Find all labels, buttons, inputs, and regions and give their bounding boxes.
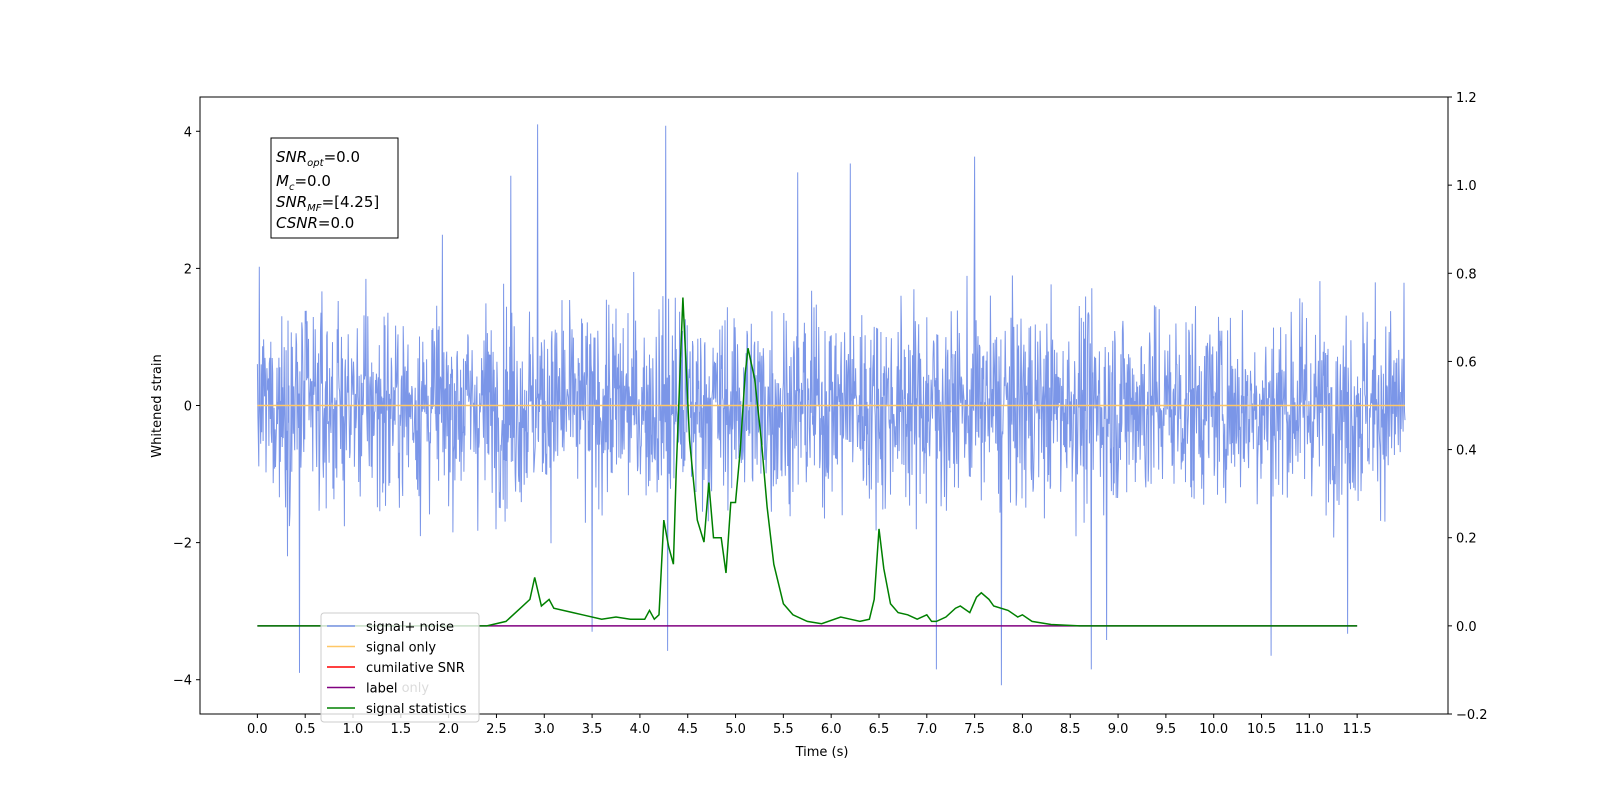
legend: label only signal+ noise signal only cumil… [320, 612, 480, 723]
x-tick-label: 7.5 [964, 722, 985, 737]
x-axis: 0.0 0.5 1.0 1.5 2.0 2.5 3.0 3.5 4.0 4.5 5.0 5.5 6.0 6… [247, 714, 1372, 737]
x-tick-label: 5.0 [725, 722, 746, 737]
x-tick-label: 1.5 [390, 722, 411, 737]
x-tick-label: 6.0 [821, 722, 842, 737]
y2-tick-label: 0.8 [1456, 267, 1477, 282]
y-tick-label: −4 [173, 674, 192, 689]
x-tick-label: 10.0 [1199, 722, 1228, 737]
y-axis-left: 4 2 0 −2 −4 [173, 125, 200, 689]
x-tick-label: 11.0 [1295, 722, 1324, 737]
x-tick-label: 9.5 [1156, 722, 1177, 737]
y-tick-label: 0 [184, 400, 192, 415]
x-tick-label: 0.5 [295, 722, 316, 737]
info-snr-opt: SNRopt=0.0 [276, 148, 360, 169]
y2-tick-label: 0.4 [1456, 444, 1477, 459]
legend-frame [320, 612, 480, 723]
info-box-frame [270, 137, 399, 239]
x-tick-label: 4.0 [630, 722, 651, 737]
x-tick-label: 8.5 [1060, 722, 1081, 737]
info-csnr: CSNR=0.0 [276, 214, 354, 232]
y-tick-label: −2 [173, 537, 192, 552]
x-tick-label: 10.5 [1247, 722, 1276, 737]
legend-label: cumilative SNR [366, 661, 465, 676]
x-tick-label: 3.5 [582, 722, 603, 737]
x-tick-label: 9.0 [1108, 722, 1129, 737]
legend-label: label [366, 682, 397, 697]
x-tick-label: 5.5 [773, 722, 794, 737]
y2-tick-label: 1.0 [1456, 179, 1477, 194]
info-mc: Mc=0.0 [276, 172, 331, 193]
x-tick-label: 2.0 [438, 722, 459, 737]
x-tick-label: 3.0 [534, 722, 555, 737]
legend-label: signal statistics [366, 702, 467, 717]
legend-label: signal+ noise [366, 620, 454, 635]
x-tick-label: 0.0 [247, 722, 268, 737]
x-tick-label: 8.0 [1012, 722, 1033, 737]
x-axis-label: Time (s) [795, 745, 849, 760]
x-tick-label: 2.5 [486, 722, 507, 737]
legend-label: signal only [366, 641, 436, 656]
x-tick-label: 6.5 [869, 722, 890, 737]
info-snr-mf: SNRMF=[4.25] [276, 193, 379, 214]
y-axis-right: 1.2 1.0 0.8 0.6 0.4 0.2 0.0 −0.2 [1448, 91, 1488, 723]
series-signal-noise-line [256, 124, 1406, 686]
y2-tick-label: 0.0 [1456, 620, 1477, 635]
info-box: SNRopt=0.0 Mc=0.0 SNRMF=[4.25] CSNR=0.0 [270, 137, 399, 239]
y-tick-label: 4 [184, 125, 192, 140]
y2-tick-label: −0.2 [1456, 708, 1488, 723]
y2-tick-label: 0.2 [1456, 532, 1477, 547]
series-signal-statistics-line [257, 297, 1358, 627]
legend-obscured-text: label only [366, 681, 429, 696]
x-tick-label: 7.0 [916, 722, 937, 737]
x-tick-label: 1.0 [343, 722, 364, 737]
y-tick-label: 2 [184, 262, 192, 277]
y2-tick-label: 0.6 [1456, 355, 1477, 370]
x-tick-label: 4.5 [677, 722, 698, 737]
y-axis-label: Whitened strain [150, 354, 165, 457]
y2-tick-label: 1.2 [1456, 91, 1477, 106]
x-tick-label: 11.5 [1343, 722, 1372, 737]
